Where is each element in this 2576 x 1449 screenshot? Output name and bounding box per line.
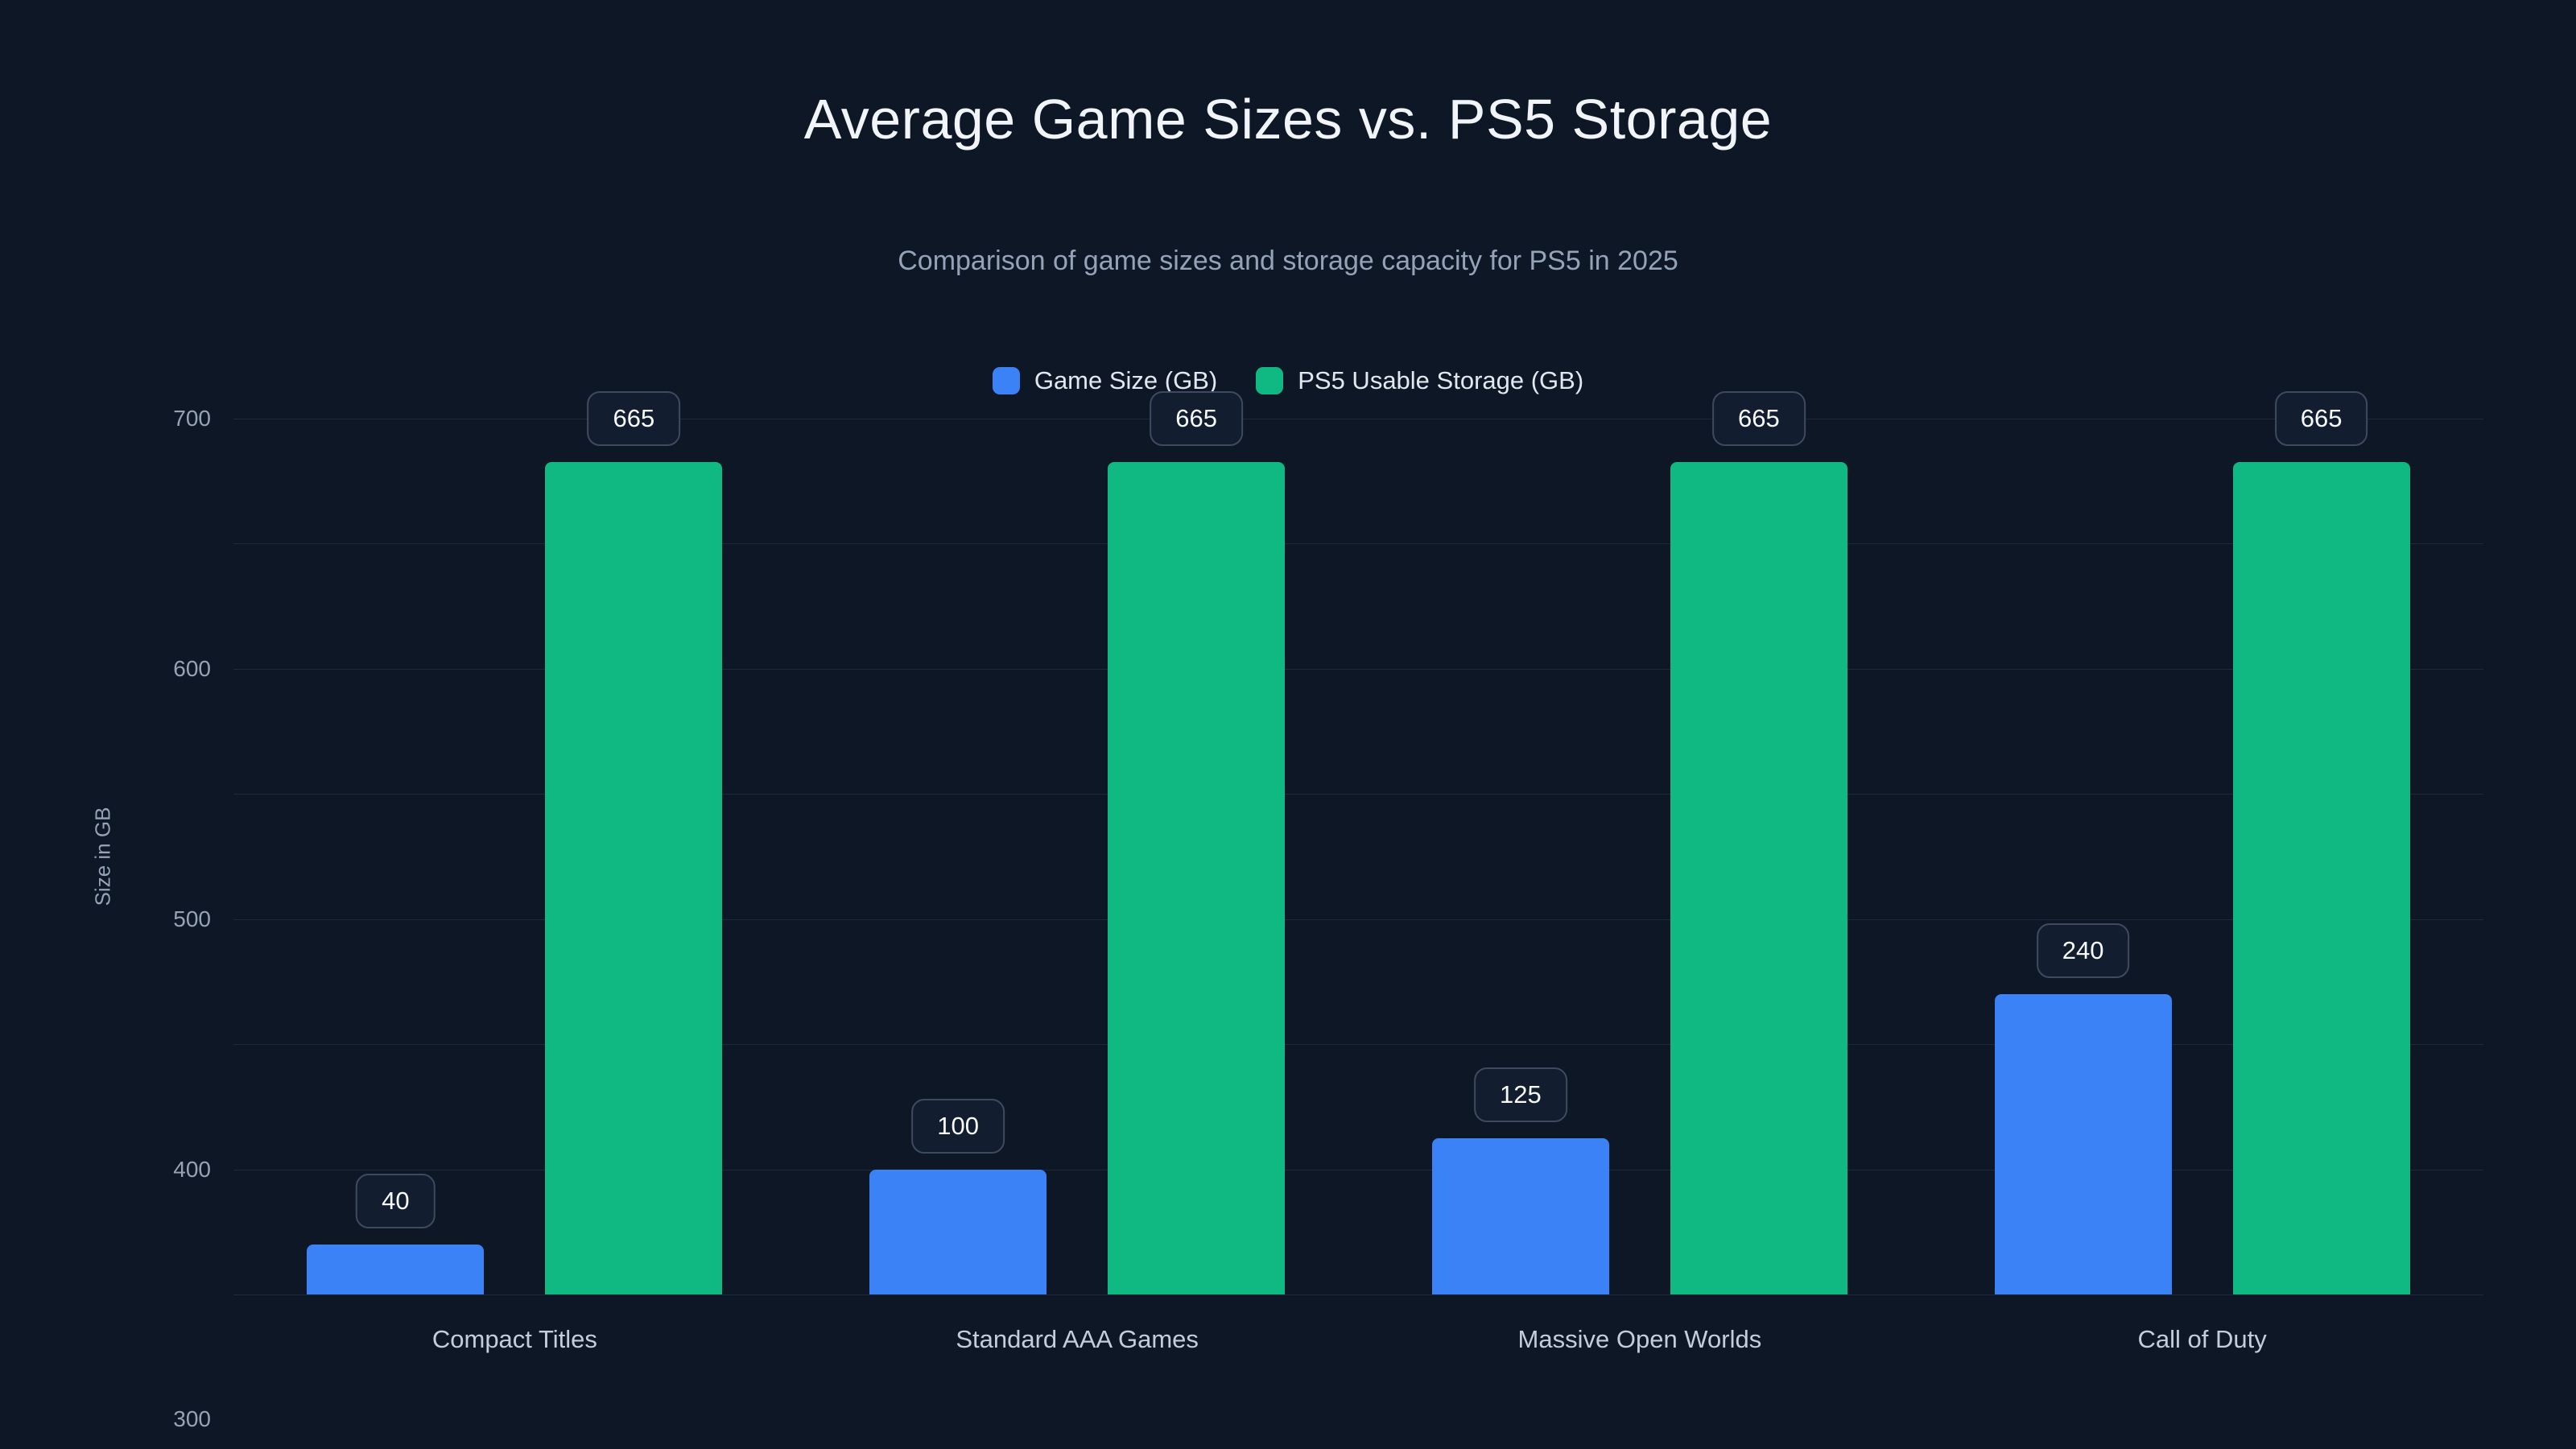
y-tick-label: 300 [173,1406,211,1432]
bar-game-size [307,1244,485,1294]
bar-game-size [869,1169,1047,1294]
gridline: 0 [233,1294,2483,1295]
bar-value-label: 665 [1712,391,1806,447]
bar-value-label: 240 [2036,923,2130,978]
plot-area: 0 100 200 300 400 500 600 700 40 665 Compact Title… [173,391,2483,1431]
gridline: 500 [173,668,2483,931]
bar-ps5-storage [1108,462,1286,1294]
legend-swatch-icon [992,367,1020,394]
chart-legend: Game Size (GB) PS5 Usable Storage (GB) [0,366,2576,395]
bar-ps5-storage [545,462,723,1294]
y-tick-label: 500 [173,906,211,931]
bar-ps5-storage [2232,462,2410,1294]
x-category-label: Call of Duty [2137,1325,2267,1353]
bar-ps5-storage [1670,462,1847,1294]
x-category-label: Standard AAA Games [956,1325,1199,1353]
legend-label: PS5 Usable Storage (GB) [1298,366,1584,394]
bar-value-label: 665 [587,391,681,447]
bar-value-label: 40 [356,1173,436,1228]
bar-value-label: 100 [911,1098,1005,1154]
legend-item[interactable]: PS5 Usable Storage (GB) [1256,366,1583,395]
y-tick-label: 700 [173,406,211,431]
gridline: 600 [173,543,2483,681]
gridline: 400 [173,794,2483,1182]
bar-game-size [1431,1137,1609,1294]
bar-value-label: 665 [2274,391,2368,447]
y-tick-label: 400 [173,1156,211,1182]
legend-item[interactable]: Game Size (GB) [992,366,1218,395]
bar-value-label: 125 [1474,1067,1567,1122]
bar-value-label: 665 [1150,391,1243,447]
gridline: 300 [173,919,2483,1431]
x-category-label: Massive Open Worlds [1517,1325,1762,1353]
chart-subtitle: Comparison of game sizes and storage cap… [898,246,1678,276]
legend-swatch-icon [1256,367,1284,394]
legend-label: Game Size (GB) [1034,366,1218,394]
chart-title: Average Game Sizes vs. PS5 Storage [803,88,1773,151]
x-category-label: Compact Titles [431,1325,597,1353]
y-axis-title: Size in GB [90,807,115,906]
y-tick-label: 600 [173,655,211,681]
gridline: 200 [233,1044,2483,1046]
bar-game-size [1994,993,2172,1294]
